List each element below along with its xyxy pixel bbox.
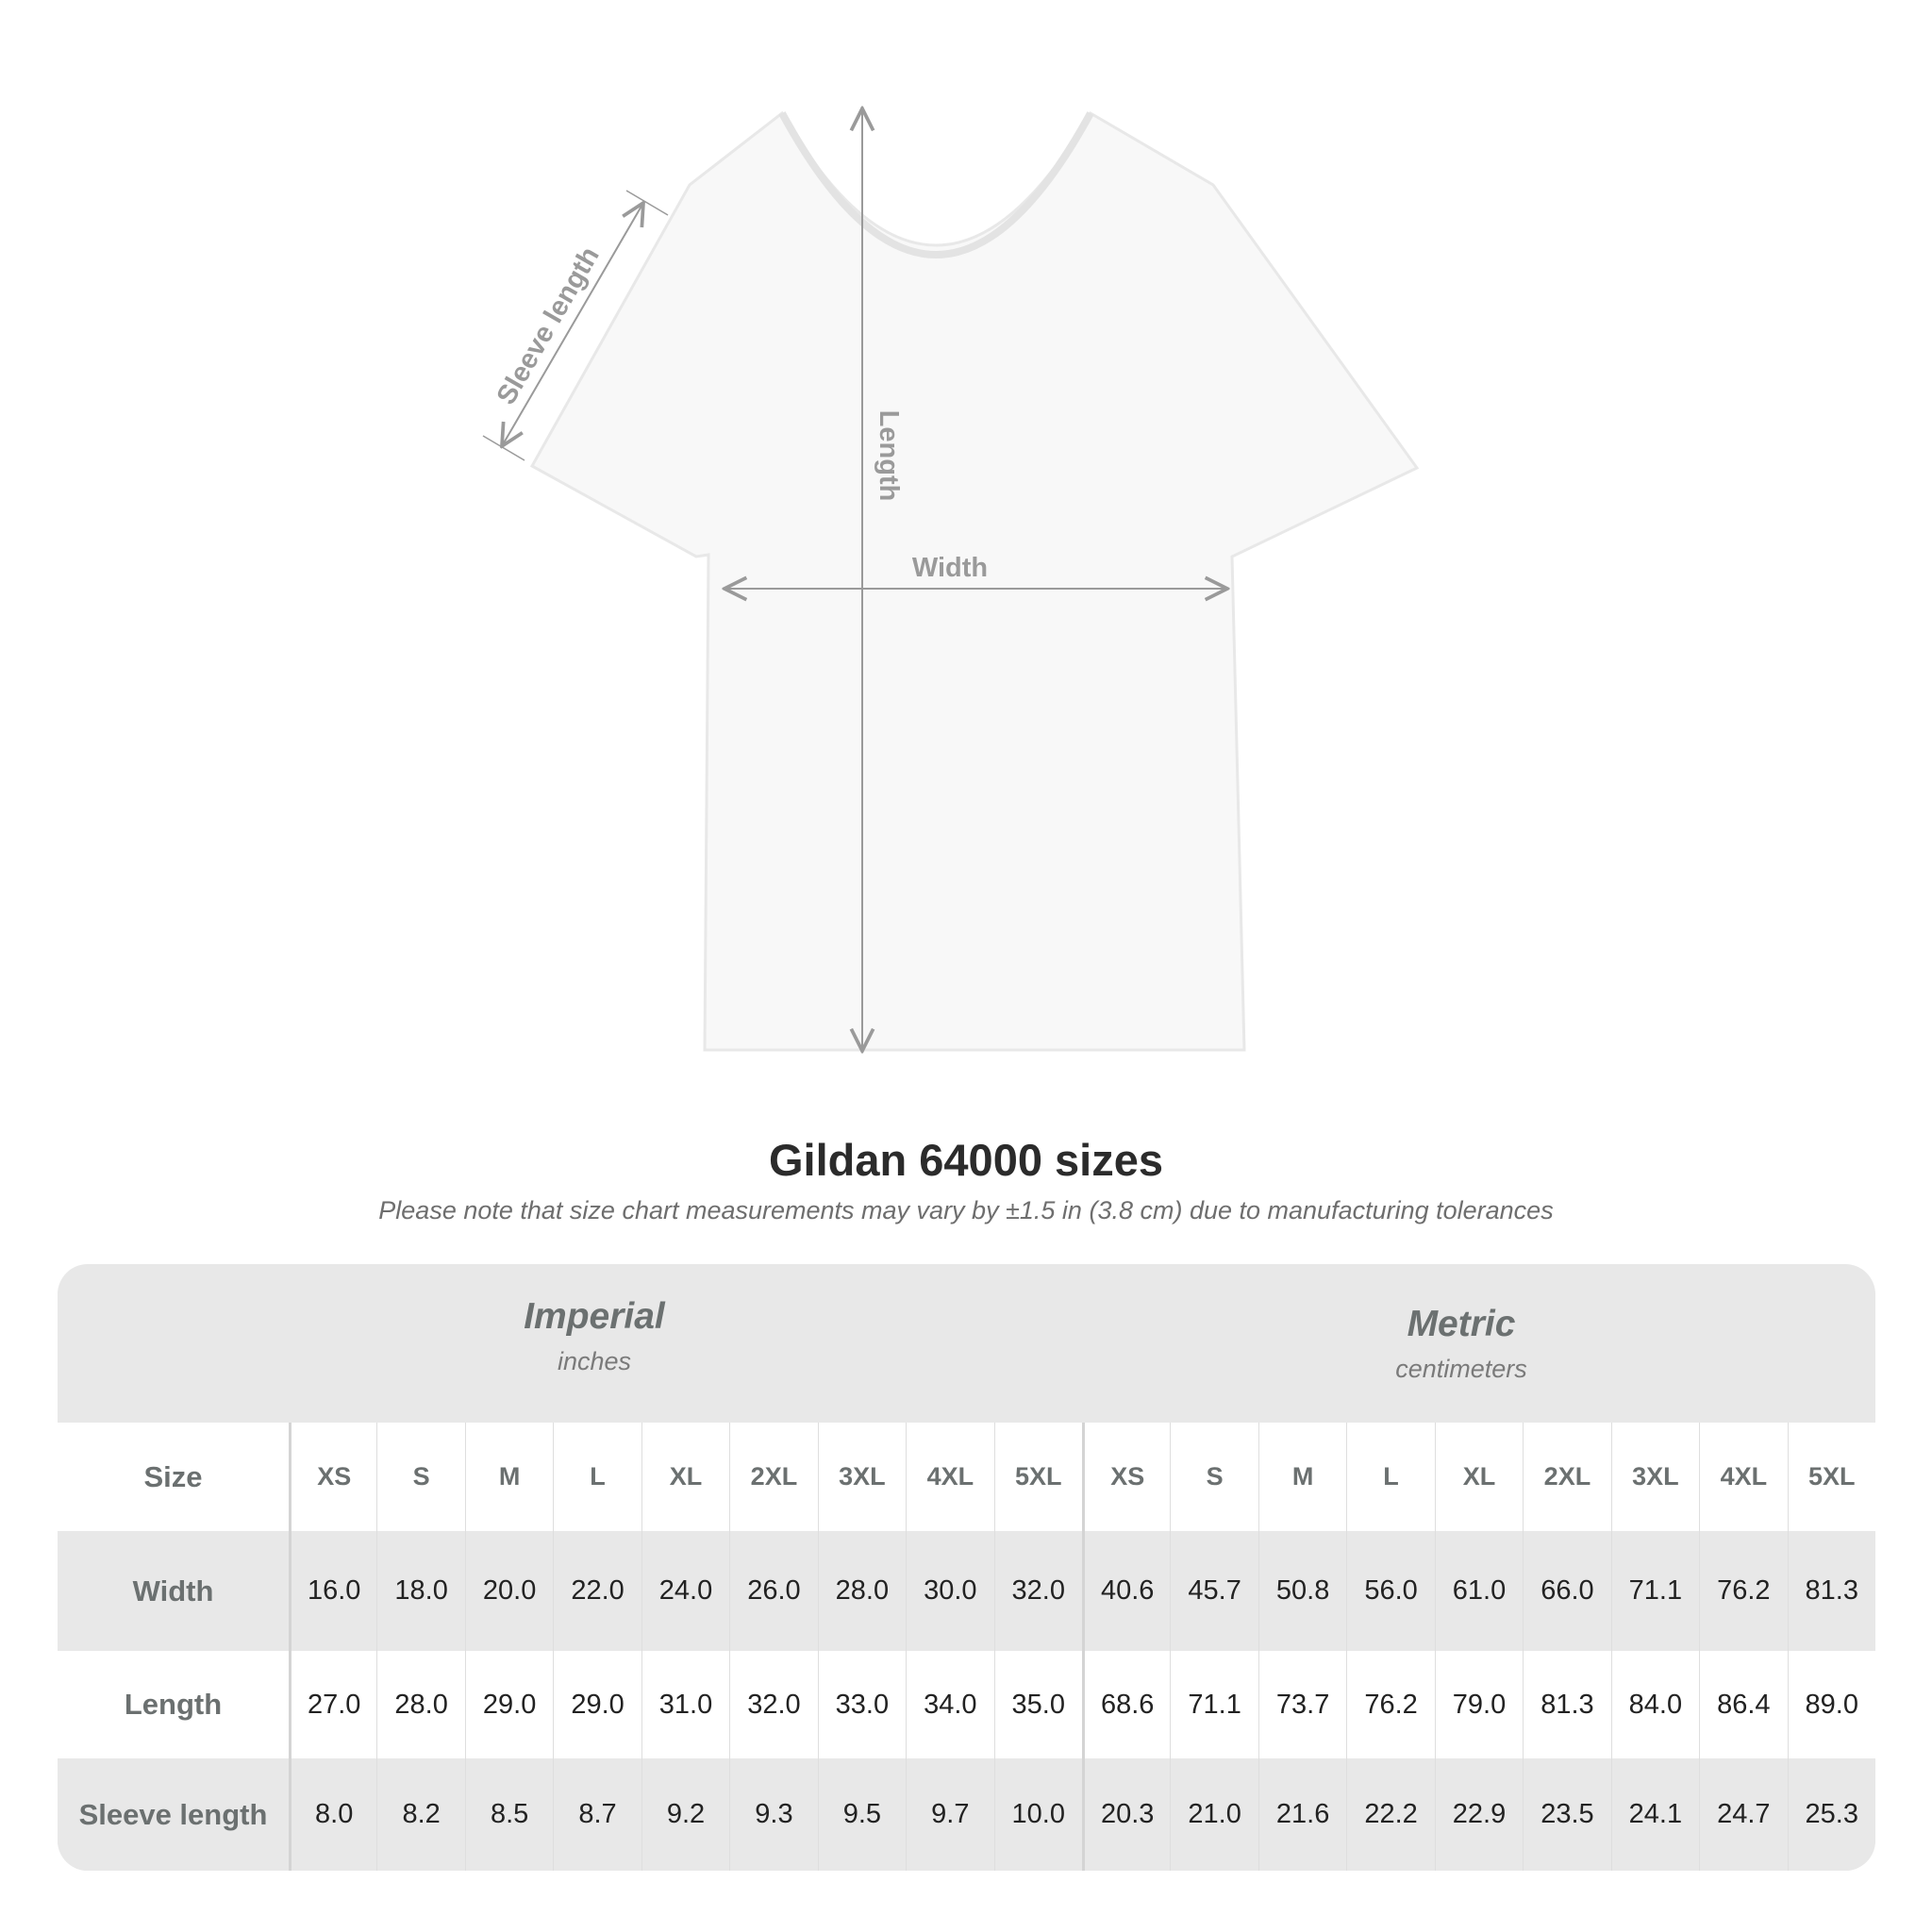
metric-value-cell: 56.0 [1346, 1531, 1435, 1651]
imperial-value-cell: 30.0 [906, 1531, 994, 1651]
imperial-value-cell: 26.0 [729, 1531, 818, 1651]
imperial-value-cell: 27.0 [289, 1651, 377, 1758]
metric-value-cell: 25.3 [1787, 1758, 1875, 1871]
metric-header: Metric centimeters [1273, 1304, 1650, 1384]
imperial-value-cell: 9.2 [641, 1758, 730, 1871]
tshirt-diagram: Length Width Sleeve length [482, 0, 1420, 1113]
metric-value-cell: 22.2 [1346, 1758, 1435, 1871]
metric-value-cell: 76.2 [1699, 1531, 1788, 1651]
width-label: Width [912, 553, 988, 583]
metric-size-header: 4XL [1699, 1423, 1788, 1531]
metric-value-cell: 89.0 [1787, 1651, 1875, 1758]
imperial-title: Imperial [524, 1296, 665, 1337]
imperial-value-cell: 10.0 [993, 1758, 1082, 1871]
imperial-size-header: XL [641, 1423, 730, 1531]
metric-value-cell: 24.1 [1610, 1758, 1700, 1871]
metric-value-cell: 50.8 [1257, 1531, 1347, 1651]
size-table: Imperial inches Metric centimeters Size X… [58, 1264, 1875, 1871]
imperial-value-cell: 9.7 [906, 1758, 994, 1871]
metric-value-cell: 68.6 [1081, 1651, 1171, 1758]
metric-value-cell: 79.0 [1434, 1651, 1524, 1758]
imperial-size-header: 2XL [729, 1423, 818, 1531]
metric-value-cell: 40.6 [1081, 1531, 1171, 1651]
metric-size-header: L [1346, 1423, 1435, 1531]
metric-size-header: 3XL [1610, 1423, 1700, 1531]
metric-value-cell: 61.0 [1434, 1531, 1524, 1651]
imperial-value-cell: 9.5 [817, 1758, 907, 1871]
metric-size-header: M [1257, 1423, 1347, 1531]
metric-value-cell: 45.7 [1170, 1531, 1258, 1651]
imperial-value-cell: 28.0 [817, 1531, 907, 1651]
imperial-value-cell: 16.0 [289, 1531, 377, 1651]
metric-value-cell: 24.7 [1699, 1758, 1788, 1871]
imperial-value-cell: 8.5 [464, 1758, 554, 1871]
row-label: Sleeve length [58, 1758, 289, 1871]
imperial-size-header: XS [289, 1423, 377, 1531]
imperial-value-cell: 34.0 [906, 1651, 994, 1758]
metric-value-cell: 21.6 [1257, 1758, 1347, 1871]
metric-value-cell: 66.0 [1523, 1531, 1611, 1651]
imperial-value-cell: 8.2 [376, 1758, 465, 1871]
size-header-label: Size [58, 1423, 289, 1531]
metric-size-header: 5XL [1787, 1423, 1875, 1531]
metric-value-cell: 21.0 [1170, 1758, 1258, 1871]
imperial-value-cell: 29.0 [464, 1651, 554, 1758]
imperial-value-cell: 33.0 [817, 1651, 907, 1758]
metric-value-cell: 71.1 [1610, 1531, 1700, 1651]
imperial-value-cell: 32.0 [993, 1531, 1082, 1651]
row-label: Length [58, 1651, 289, 1758]
row-label: Width [58, 1531, 289, 1651]
metric-size-header: XL [1434, 1423, 1524, 1531]
imperial-value-cell: 24.0 [641, 1531, 730, 1651]
metric-value-cell: 73.7 [1257, 1651, 1347, 1758]
metric-value-cell: 81.3 [1787, 1531, 1875, 1651]
collar [778, 111, 1094, 258]
metric-value-cell: 22.9 [1434, 1758, 1524, 1871]
imperial-size-header: L [553, 1423, 641, 1531]
metric-title: Metric [1407, 1304, 1516, 1344]
metric-value-cell: 23.5 [1523, 1758, 1611, 1871]
metric-unit: centimeters [1395, 1355, 1527, 1383]
metric-value-cell: 76.2 [1346, 1651, 1435, 1758]
imperial-value-cell: 32.0 [729, 1651, 818, 1758]
imperial-header: Imperial inches [406, 1296, 783, 1376]
imperial-value-cell: 8.7 [553, 1758, 641, 1871]
imperial-value-cell: 35.0 [993, 1651, 1082, 1758]
imperial-value-cell: 29.0 [553, 1651, 641, 1758]
imperial-size-header: S [376, 1423, 465, 1531]
metric-size-header: S [1170, 1423, 1258, 1531]
metric-value-cell: 81.3 [1523, 1651, 1611, 1758]
imperial-size-header: 3XL [817, 1423, 907, 1531]
imperial-size-header: 4XL [906, 1423, 994, 1531]
imperial-value-cell: 31.0 [641, 1651, 730, 1758]
imperial-size-header: M [464, 1423, 554, 1531]
sleeve-tick [482, 435, 525, 461]
size-grid: Size XS S M L XL 2XL 3XL 4XL 5XL XS S M L XL 2XL 3XL 4XL 5… [58, 1423, 1875, 1871]
imperial-unit: inches [557, 1347, 632, 1375]
metric-size-header: 2XL [1523, 1423, 1611, 1531]
metric-value-cell: 84.0 [1610, 1651, 1700, 1758]
metric-value-cell: 71.1 [1170, 1651, 1258, 1758]
imperial-size-header: 5XL [993, 1423, 1082, 1531]
page-title: Gildan 64000 sizes [768, 1135, 1164, 1185]
metric-value-cell: 20.3 [1081, 1758, 1171, 1871]
imperial-value-cell: 28.0 [376, 1651, 465, 1758]
length-label: Length [874, 410, 904, 502]
tolerance-note: Please note that size chart measurements… [378, 1196, 1554, 1224]
imperial-value-cell: 20.0 [464, 1531, 554, 1651]
metric-size-header: XS [1081, 1423, 1171, 1531]
sleeve-measure-line [502, 203, 643, 446]
imperial-value-cell: 22.0 [553, 1531, 641, 1651]
sleeve-tick [625, 190, 669, 216]
imperial-value-cell: 18.0 [376, 1531, 465, 1651]
metric-value-cell: 86.4 [1699, 1651, 1788, 1758]
imperial-value-cell: 9.3 [729, 1758, 818, 1871]
imperial-value-cell: 8.0 [289, 1758, 377, 1871]
